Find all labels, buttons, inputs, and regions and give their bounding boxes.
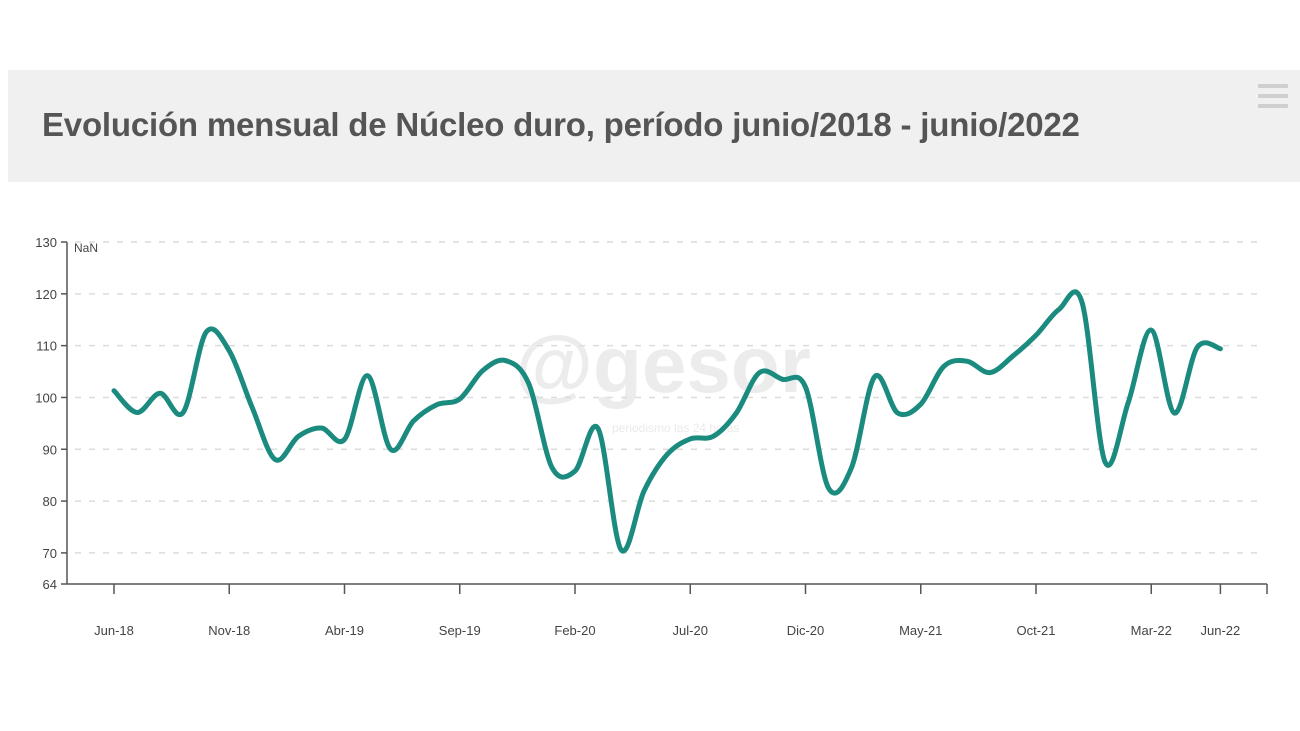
data-point-Oct-18[interactable]: [204, 330, 209, 335]
data-point-Abr-22[interactable]: [1172, 411, 1177, 416]
x-tick-label: Nov-18: [208, 623, 250, 638]
data-point-Sep-19[interactable]: [457, 397, 462, 402]
data-point-Ene-20[interactable]: [549, 465, 554, 470]
chart-title: Evolución mensual de Núcleo duro, períod…: [42, 106, 1080, 143]
watermark-logo: @gesor: [515, 320, 811, 409]
data-point-Oct-20[interactable]: [757, 370, 762, 375]
data-point-Mar-19[interactable]: [319, 426, 324, 431]
data-point-Jul-20[interactable]: [688, 436, 693, 441]
data-point-Dic-20[interactable]: [803, 385, 808, 390]
x-tick-label: Oct-21: [1016, 623, 1055, 638]
data-point-Mar-22[interactable]: [1149, 328, 1154, 333]
watermark: @gesor periodismo las 24 horas: [515, 320, 811, 435]
axes: 64 70 80 90 100 110 120 130 Jun-18 Nov-18 Abr-19 Se…: [35, 235, 1268, 638]
data-point-Feb-19[interactable]: [296, 434, 301, 439]
data-point-Nov-19[interactable]: [503, 358, 508, 363]
chart-header: Evolución mensual de Núcleo duro, períod…: [8, 70, 1300, 182]
data-point-Sep-20[interactable]: [734, 411, 739, 416]
data-point-Oct-21[interactable]: [1034, 333, 1039, 338]
data-point-May-22[interactable]: [1195, 345, 1200, 350]
data-point-Jul-19[interactable]: [411, 418, 416, 423]
data-point-May-20[interactable]: [642, 488, 647, 493]
data-point-Abr-20[interactable]: [619, 547, 624, 552]
y-tick-label: 100: [35, 390, 57, 405]
data-point-Jun-20[interactable]: [665, 452, 670, 457]
data-point-May-19[interactable]: [365, 373, 370, 378]
data-point-Ago-19[interactable]: [434, 402, 439, 407]
data-point-Ene-21[interactable]: [826, 486, 831, 491]
data-point-Jun-19[interactable]: [388, 447, 393, 452]
data-point-May-21[interactable]: [918, 402, 923, 407]
data-point-Ene-22[interactable]: [1103, 460, 1108, 465]
data-point-Abr-21[interactable]: [895, 411, 900, 416]
data-point-Nov-21[interactable]: [1057, 307, 1062, 312]
data-point-Mar-20[interactable]: [596, 426, 601, 431]
data-point-Jul-18[interactable]: [135, 410, 140, 415]
y-axis-title: NaN: [74, 241, 98, 255]
y-tick-label: 110: [36, 339, 57, 354]
hamburger-menu-icon[interactable]: [1258, 84, 1288, 114]
data-point-Dic-19[interactable]: [526, 381, 531, 386]
x-tick-label: Jul-20: [673, 623, 708, 638]
watermark-tagline: periodismo las 24 horas: [612, 421, 739, 435]
x-tick-label: Jun-18: [94, 623, 134, 638]
x-tick-label: May-21: [899, 623, 942, 638]
data-point-Oct-19[interactable]: [480, 368, 485, 373]
y-tick-label: 90: [43, 442, 57, 457]
series-line: [111, 289, 1223, 554]
data-point-Sep-21[interactable]: [1010, 354, 1015, 359]
y-tick-label: 80: [43, 494, 57, 509]
x-tick-label: Dic-20: [787, 623, 825, 638]
data-point-Sep-18[interactable]: [181, 410, 186, 415]
data-point-Abr-19[interactable]: [342, 437, 347, 442]
x-tick-label: Sep-19: [439, 623, 481, 638]
y-tick-label: 120: [35, 287, 57, 302]
x-tick-label: Feb-20: [554, 623, 595, 638]
y-tick-label: 64: [43, 577, 57, 592]
data-point-Ago-20[interactable]: [711, 434, 716, 439]
data-point-Jul-21[interactable]: [964, 359, 969, 364]
x-tick-label: Abr-19: [325, 623, 364, 638]
data-point-Mar-21[interactable]: [872, 374, 877, 379]
data-point-Nov-20[interactable]: [780, 377, 785, 382]
data-point-Jun-21[interactable]: [941, 364, 946, 369]
x-tick-label: Mar-22: [1131, 623, 1172, 638]
data-point-Ene-19[interactable]: [273, 457, 278, 462]
y-tick-label: 70: [43, 546, 57, 561]
data-point-Feb-20[interactable]: [573, 469, 578, 474]
gridlines: [75, 241, 1263, 554]
data-point-Feb-21[interactable]: [849, 465, 854, 470]
y-tick-label: 130: [35, 235, 57, 250]
data-point-Dic-21[interactable]: [1080, 300, 1085, 305]
data-point-Feb-22[interactable]: [1126, 400, 1131, 405]
data-point-Jun-18[interactable]: [112, 388, 117, 393]
data-point-Jun-22[interactable]: [1218, 346, 1223, 351]
x-tick-label: Jun-22: [1201, 623, 1241, 638]
data-point-Dic-18[interactable]: [250, 405, 255, 410]
data-point-Ago-18[interactable]: [158, 391, 163, 396]
data-point-Ago-21[interactable]: [987, 370, 992, 375]
data-point-Nov-18[interactable]: [227, 348, 232, 353]
